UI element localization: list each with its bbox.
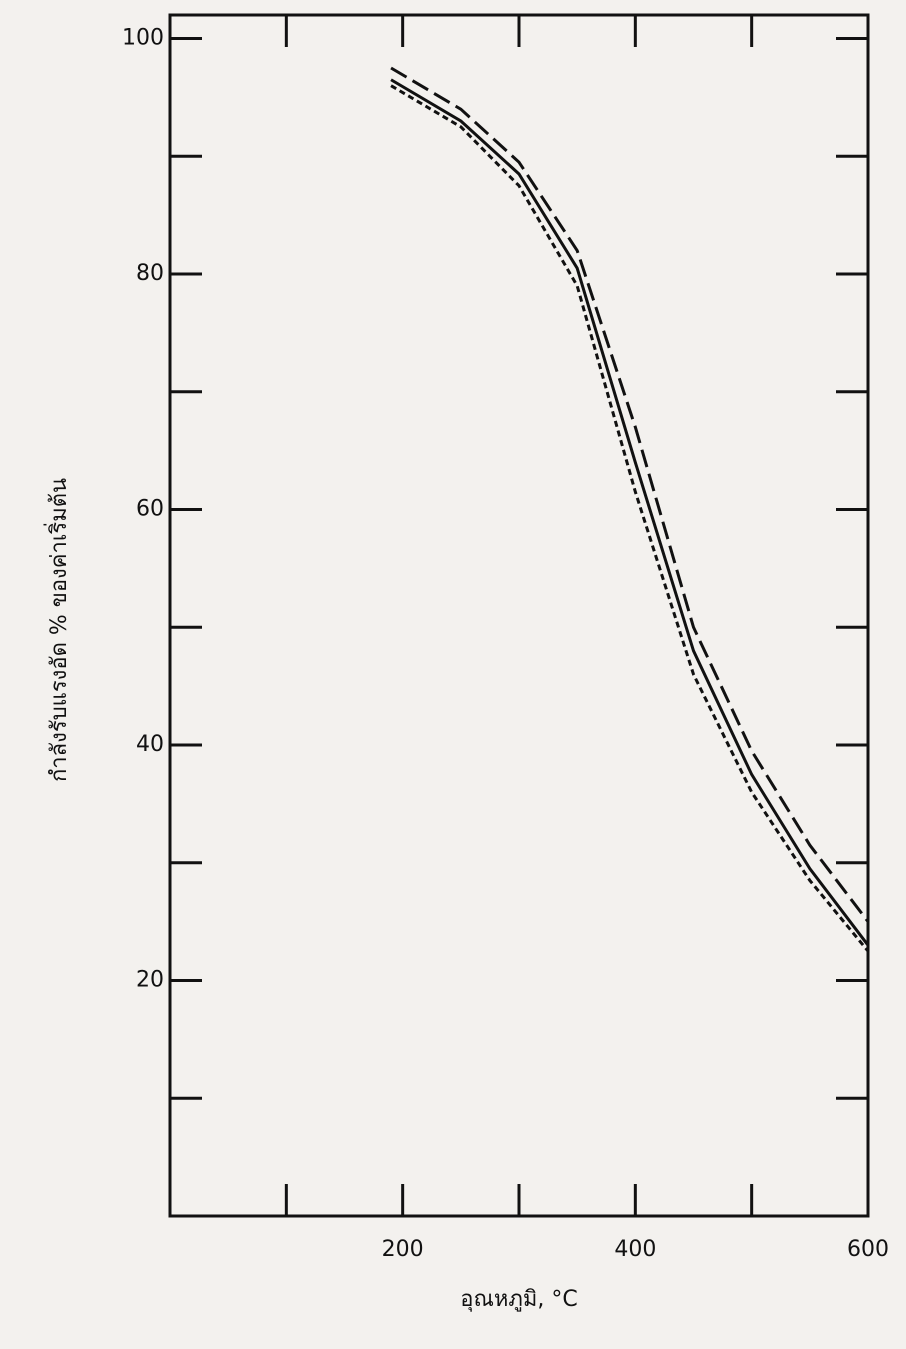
y-tick-label: 40 <box>136 732 164 757</box>
x-tick-label: 200 <box>382 1237 424 1262</box>
y-tick-label: 100 <box>122 26 164 51</box>
x-axis-label: อุณหภูมิ, °C <box>460 1287 577 1312</box>
plot-frame <box>170 15 868 1216</box>
x-tick-label: 600 <box>847 1237 889 1262</box>
data-line <box>391 68 868 922</box>
y-axis-label: กำลังรับแรงอัด % ของค่าเริ่มต้น <box>43 478 72 782</box>
chart: กำลังรับแรงอัด % ของค่าเริ่มต้น อุณหภูมิ… <box>0 0 906 1349</box>
y-tick-label: 20 <box>136 968 164 993</box>
y-tick-label: 80 <box>136 261 164 286</box>
y-tick-label: 60 <box>136 497 164 522</box>
x-tick-label: 400 <box>614 1237 656 1262</box>
data-line <box>391 80 868 945</box>
